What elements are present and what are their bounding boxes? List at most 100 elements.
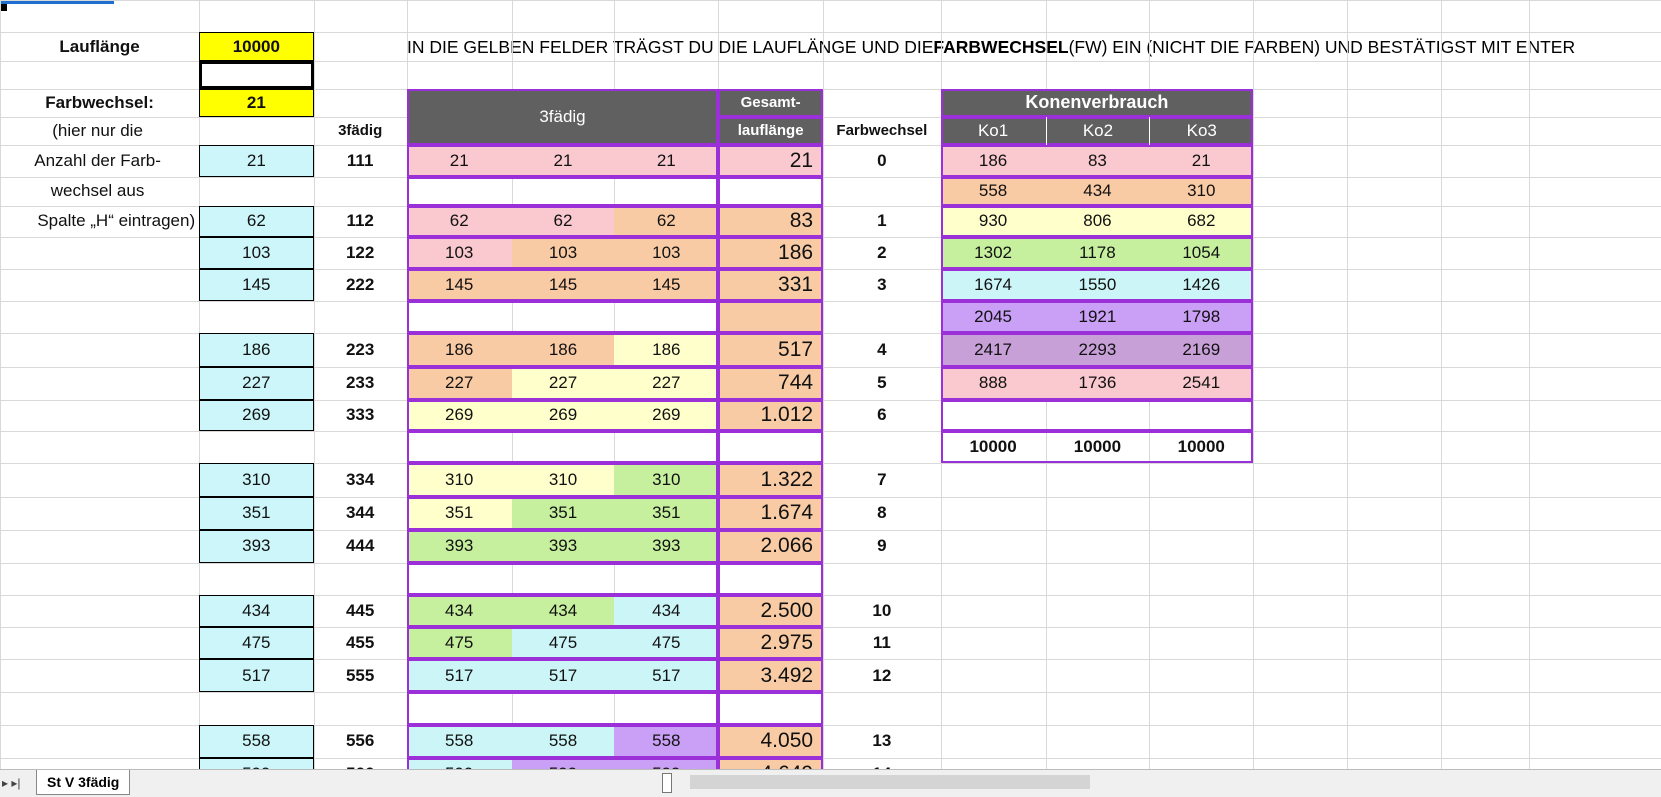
note: Anzahl der Farb- [34,151,161,171]
length-cell: 434 [199,594,314,628]
ko-cell: 806 [1083,211,1112,231]
total-cell: 1.322 [718,463,824,498]
grid-line [0,205,1661,207]
total-cell [718,431,824,464]
total-cell: 517 [718,332,824,367]
row-frame [406,562,719,595]
split-box[interactable] [662,773,672,793]
fw-cell: 12 [872,665,892,685]
column-header: Farbwechsel [836,122,928,140]
tab-nav[interactable]: ▸ ▸| [2,776,21,790]
row-frame [406,366,719,400]
grid-line [0,116,1661,118]
total-cell [718,692,824,725]
instruction-rest: (FW) EIN (NICHT DIE FARBEN) UND BESTÄTIG… [1068,36,1576,57]
thread-cell: 269 [406,399,512,432]
total-cell: 1.012 [718,399,824,432]
total-cell: 186 [718,237,824,270]
table-header: lauflänge [718,116,824,146]
header-frame [940,116,1254,146]
ko-cell: 1921 [1078,306,1117,326]
grid-line [0,89,1661,91]
grid-line [0,562,1661,564]
grid-line [0,399,1661,401]
thread-cell: 434 [511,594,615,628]
length-cell: 393 [199,529,314,563]
thread-cell: 21 [614,145,719,177]
thread-cell: 186 [614,332,719,367]
thread-cell: 393 [614,529,719,563]
ko-cell: 310 [1187,181,1216,201]
total-cell: 21 [718,145,824,177]
ko-cell: 2169 [1182,339,1221,359]
active-cell [199,61,314,90]
pattern-cell: 111 [346,151,374,171]
thread-cell: 227 [614,366,719,400]
column-header: 3fädig [338,122,383,140]
row-frame [406,724,719,758]
grid-line [0,757,1661,759]
thread-cell: 145 [614,269,719,301]
thread-cell: 21 [406,145,512,177]
fw-cell: 11 [872,633,891,653]
grid-line [0,237,1661,239]
label: Farbwechsel: [45,92,154,112]
row-frame [406,659,719,693]
length-cell: 62 [199,205,314,238]
row-frame [406,463,719,498]
grid-line [0,61,1661,63]
grid-line [0,332,1661,334]
total-cell: 2.500 [718,594,824,628]
thread-cell: 62 [511,205,615,238]
pattern-cell: 333 [345,405,375,425]
thread-cell: 310 [614,463,719,498]
thread-cell: 393 [511,529,615,563]
pattern-cell: 223 [345,339,375,359]
pattern-cell: 445 [345,600,375,620]
thread-cell: 558 [614,724,719,758]
thread-cell: 103 [614,237,719,270]
total-cell: 2.975 [718,627,824,660]
sheet-tab-bar: ▸ ▸| St V 3fädig [0,769,1661,797]
length-cell: 310 [199,463,314,498]
ko-cell: 1736 [1078,373,1117,393]
grid-line [0,431,1661,433]
row-frame [406,145,719,177]
ko-cell: 1302 [974,243,1012,263]
thread-cell: 269 [614,399,719,432]
grid-line [1253,0,1255,769]
thread-cell: 186 [511,332,615,367]
row-frame [940,431,1254,464]
length-cell: 227 [199,366,314,400]
pattern-cell: 444 [345,536,375,556]
thread-cell: 351 [511,497,615,530]
table-header: 3fädig [406,89,719,146]
grid-line [0,659,1661,661]
pattern-cell: 555 [345,665,375,685]
row-frame [406,529,719,563]
scrollbar[interactable] [690,775,1090,789]
total-cell: 83 [718,205,824,238]
length-cell: 186 [199,332,314,367]
length-cell: 558 [199,724,314,758]
ko-total: 10000 [1177,437,1225,457]
ko-cell: 21 [1191,151,1211,171]
ko-cell: 1054 [1182,243,1221,263]
row-frame [406,300,719,333]
ko-cell: 930 [978,211,1008,231]
fw-cell: 5 [877,373,887,393]
grid-line [0,724,1661,726]
row-frame [940,366,1254,400]
sheet-tab[interactable]: St V 3fädig [36,770,131,795]
length-cell: 517 [199,659,314,693]
length-cell: 475 [199,627,314,660]
row-frame [406,205,719,238]
total-cell: 3.492 [718,659,824,693]
row-frame [406,594,719,628]
thread-cell: 434 [406,594,512,628]
ko-cell: 2045 [974,306,1012,326]
pattern-cell: 122 [345,243,375,263]
grid-line [0,692,1661,694]
selection-bar [0,0,115,4]
row-frame [940,237,1254,270]
